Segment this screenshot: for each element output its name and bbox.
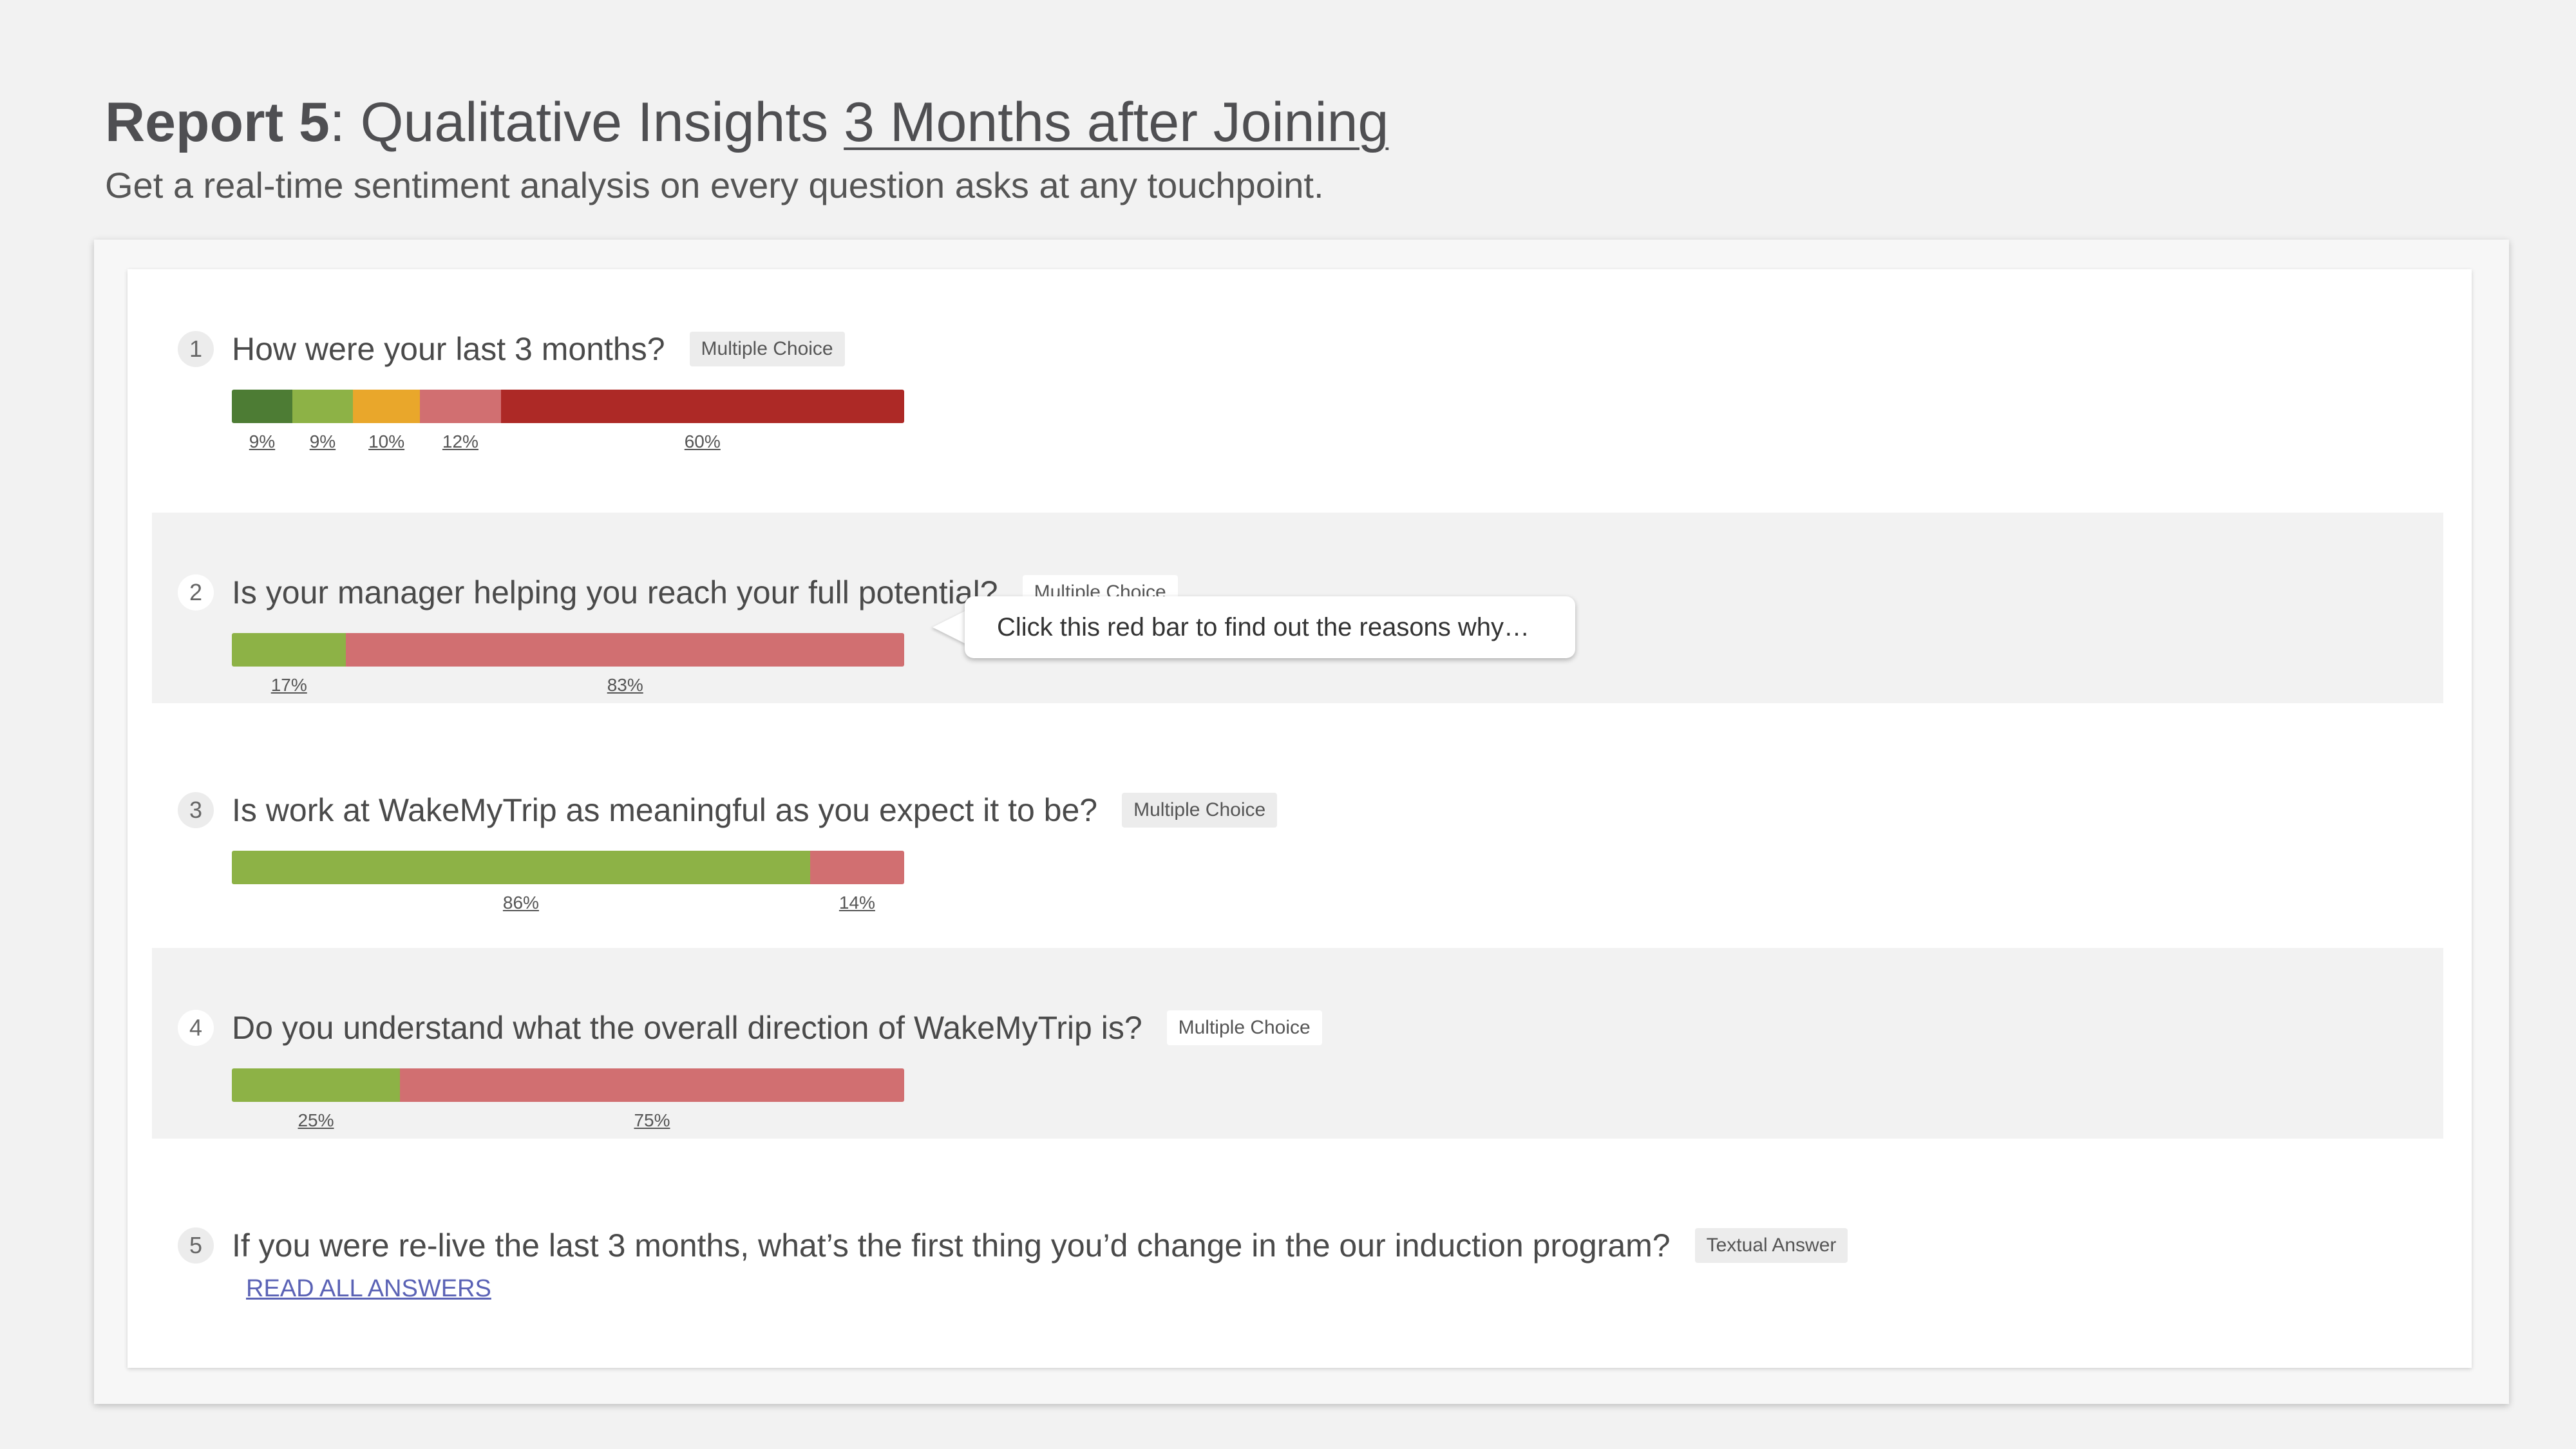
question-type-badge: Textual Answer (1694, 1228, 1848, 1263)
question-number: 4 (178, 1010, 214, 1046)
response-labels: 9% 9% 10% 12% 60% (232, 430, 904, 456)
response-labels: 86% 14% (232, 891, 904, 917)
question-text: How were your last 3 months? (232, 331, 665, 367)
question-text: Is your manager helping you reach your f… (232, 574, 998, 611)
question-line: Is your manager helping you reach your f… (232, 572, 1178, 613)
bar-segment[interactable] (420, 390, 501, 423)
question-number: 2 (178, 574, 214, 611)
question-line: Is work at WakeMyTrip as meaningful as y… (232, 790, 1278, 831)
question-text: Is work at WakeMyTrip as meaningful as y… (232, 792, 1098, 828)
question-line: Do you understand what the overall direc… (232, 1007, 1322, 1048)
segment-percentage-label: 75% (634, 1110, 670, 1130)
bar-segment[interactable] (232, 851, 810, 884)
title-period-link[interactable]: 3 Months after Joining (844, 91, 1389, 153)
bar-segment[interactable] (232, 390, 292, 423)
bar-segment[interactable] (232, 633, 346, 667)
question-text: Do you understand what the overall direc… (232, 1010, 1142, 1046)
bar-segment[interactable] (500, 390, 904, 423)
report-number: Report 5 (105, 91, 330, 153)
response-bar (232, 390, 904, 423)
bar-segment[interactable] (346, 633, 904, 667)
callout-tooltip: Click this red bar to find out the reaso… (965, 596, 1575, 658)
segment-percentage-label: 9% (249, 431, 276, 451)
question-row-2: 2 Is your manager helping you reach your… (152, 513, 2443, 703)
segment-percentage-label: 14% (838, 893, 875, 913)
question-row-5: 5 If you were re-live the last 3 months,… (152, 1166, 2443, 1356)
bar-segment[interactable] (232, 1068, 400, 1102)
question-number: 5 (178, 1227, 214, 1264)
page-title: Report 5: Qualitative Insights 3 Months … (105, 84, 1388, 161)
response-bar (232, 851, 904, 884)
response-bar (232, 1068, 904, 1102)
report-panel: 1 How were your last 3 months? Multiple … (94, 240, 2509, 1404)
question-type-badge: Multiple Choice (689, 332, 845, 366)
question-line: How were your last 3 months? Multiple Ch… (232, 328, 845, 370)
questions-card: 1 How were your last 3 months? Multiple … (128, 269, 2472, 1368)
title-separator: : (329, 91, 361, 153)
segment-percentage-label: 86% (502, 893, 539, 913)
bar-segment[interactable] (352, 390, 421, 423)
question-type-badge: Multiple Choice (1166, 1010, 1322, 1045)
page-subtitle: Get a real-time sentiment analysis on ev… (105, 165, 1324, 205)
segment-percentage-label: 17% (270, 675, 307, 695)
question-number: 3 (178, 792, 214, 828)
bar-segment[interactable] (292, 390, 353, 423)
question-text: If you were re-live the last 3 months, w… (232, 1227, 1671, 1264)
segment-percentage-label: 9% (309, 431, 336, 451)
question-row-3: 3 Is work at WakeMyTrip as meaningful as… (152, 730, 2443, 921)
segment-percentage-label: 12% (442, 431, 478, 451)
question-type-badge: Multiple Choice (1122, 793, 1278, 828)
callout-pointer (933, 611, 966, 644)
bar-segment[interactable] (810, 851, 904, 884)
read-all-answers-link[interactable]: READ ALL ANSWERS (246, 1275, 491, 1302)
title-main: Qualitative Insights (360, 91, 844, 153)
response-labels: 25% 75% (232, 1109, 904, 1135)
bar-segment[interactable] (400, 1068, 904, 1102)
segment-percentage-label: 10% (368, 431, 405, 451)
segment-percentage-label: 60% (684, 431, 721, 451)
question-row-4: 4 Do you understand what the overall dir… (152, 948, 2443, 1139)
response-bar (232, 633, 904, 667)
segment-percentage-label: 25% (298, 1110, 334, 1130)
question-line: If you were re-live the last 3 months, w… (232, 1225, 1848, 1266)
question-number: 1 (178, 331, 214, 367)
response-labels: 17% 83% (232, 674, 904, 699)
question-row-1: 1 How were your last 3 months? Multiple … (152, 269, 2443, 460)
segment-percentage-label: 83% (607, 675, 643, 695)
